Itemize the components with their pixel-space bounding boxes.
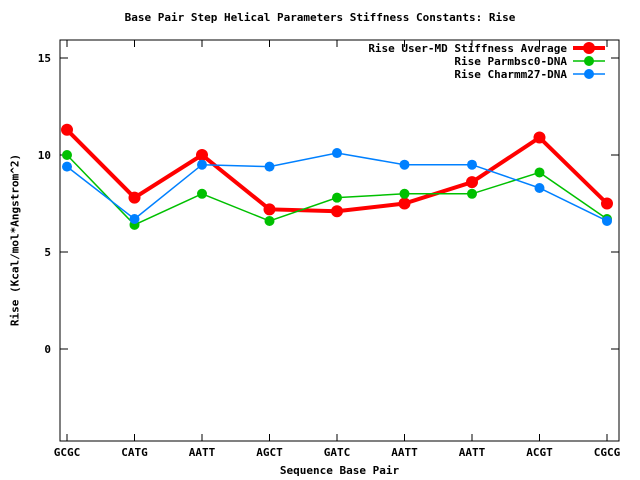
- y-tick-label: 15: [38, 52, 51, 65]
- x-tick-label: CATG: [121, 446, 148, 459]
- x-tick-label: GATC: [324, 446, 351, 459]
- data-point: [467, 159, 477, 170]
- data-point: [332, 192, 342, 203]
- data-point: [331, 205, 343, 218]
- data-point: [398, 197, 411, 210]
- legend-label: Rise User-MD Stiffness Average: [368, 42, 567, 55]
- data-point: [534, 167, 545, 178]
- legend-marker: [584, 69, 594, 79]
- y-tick-label: 10: [38, 149, 51, 162]
- data-point: [62, 161, 72, 172]
- x-tick-label: AATT: [391, 446, 418, 459]
- data-point: [62, 150, 72, 160]
- data-point: [534, 182, 545, 193]
- data-point: [399, 159, 410, 170]
- data-point: [332, 148, 342, 159]
- data-point: [129, 214, 140, 225]
- x-tick-label: AGCT: [256, 446, 283, 459]
- legend-entry: Rise Parmbsc0-DNA: [454, 55, 605, 68]
- plot-border: [59, 39, 620, 442]
- data-point: [466, 176, 478, 189]
- data-point: [602, 215, 612, 226]
- data-point: [263, 203, 276, 216]
- x-tick-label: AATT: [459, 446, 486, 459]
- data-point: [399, 188, 410, 199]
- data-point: [196, 149, 208, 161]
- x-tick-label: GCGC: [54, 446, 81, 459]
- chart-title: Base Pair Step Helical Parameters Stiffn…: [124, 11, 516, 24]
- x-tick-label: AATT: [189, 446, 216, 459]
- data-point: [61, 123, 73, 136]
- data-point: [467, 188, 477, 199]
- data-point: [264, 161, 275, 172]
- data-point: [197, 188, 207, 199]
- y-tick-label: 0: [44, 343, 51, 356]
- legend-label: Rise Parmbsc0-DNA: [454, 55, 567, 68]
- data-point: [128, 191, 141, 204]
- x-tick-label: CGCG: [594, 446, 621, 459]
- x-tick-label: ACGT: [526, 446, 553, 459]
- legend-entry: Rise Charmm27-DNA: [454, 68, 605, 81]
- data-point: [601, 197, 613, 210]
- x-axis-label: Sequence Base Pair: [279, 464, 400, 477]
- legend-marker: [584, 56, 594, 66]
- legend-entry: Rise User-MD Stiffness Average: [368, 42, 605, 55]
- data-point: [197, 159, 207, 170]
- data-point: [533, 131, 546, 144]
- legend-label: Rise Charmm27-DNA: [454, 68, 567, 81]
- data-point: [264, 215, 275, 226]
- legend-marker: [583, 42, 595, 54]
- y-tick-label: 5: [44, 246, 51, 259]
